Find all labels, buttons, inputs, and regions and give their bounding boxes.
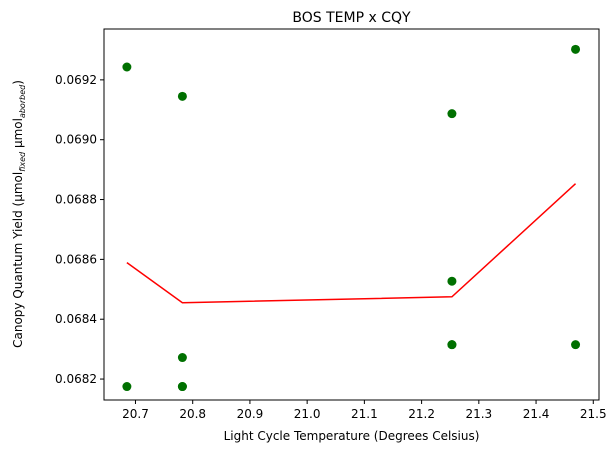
data-point (122, 62, 132, 72)
y-axis-label-sub-fixed: fixed (18, 151, 27, 172)
x-tick-label: 21.2 (408, 407, 435, 421)
data-point (447, 109, 457, 119)
data-point (571, 340, 581, 350)
ticks-layer: 20.7 20.8 20.9 21.0 21.1 21.2 21.3 21.4 21.5 0.06… (55, 73, 607, 421)
x-tick-label: 21.5 (580, 407, 607, 421)
x-tick-label: 20.7 (122, 407, 149, 421)
x-tick-label: 20.8 (179, 407, 206, 421)
x-tick-label: 21.4 (523, 407, 550, 421)
data-point (177, 91, 187, 101)
y-axis-label-prefix: Canopy Quantum Yield (µmol (11, 172, 25, 348)
x-tick-label: 21.0 (294, 407, 321, 421)
trend-line (126, 183, 577, 304)
x-tick-label: 21.3 (465, 407, 492, 421)
y-tick-label: 0.0688 (55, 193, 97, 207)
x-tick-label: 21.1 (351, 407, 378, 421)
y-tick-label: 0.0682 (55, 372, 97, 386)
data-point (177, 353, 187, 363)
y-tick-label: 0.0686 (55, 252, 97, 266)
y-axis-label: Canopy Quantum Yield (µmolfixed µmolabor… (11, 80, 27, 348)
data-point (571, 44, 581, 54)
y-axis-label-sub-absorbed: aborbed (18, 84, 27, 118)
data-point (177, 382, 187, 392)
marks-layer (122, 44, 581, 392)
data-point (447, 276, 457, 286)
y-tick-label: 0.0684 (55, 312, 97, 326)
y-tick-label: 0.0692 (55, 73, 97, 87)
data-point (122, 382, 132, 392)
chart-title: BOS TEMP x CQY (292, 10, 411, 26)
y-axis-label-mid: µmol (11, 118, 25, 152)
x-tick-label: 20.9 (237, 407, 264, 421)
y-tick-label: 0.0690 (55, 133, 97, 147)
plot-frame (103, 28, 600, 401)
x-axis-label: Light Cycle Temperature (Degrees Celsius… (224, 429, 480, 443)
y-axis-label-suffix: ) (11, 80, 25, 85)
data-point (447, 340, 457, 350)
